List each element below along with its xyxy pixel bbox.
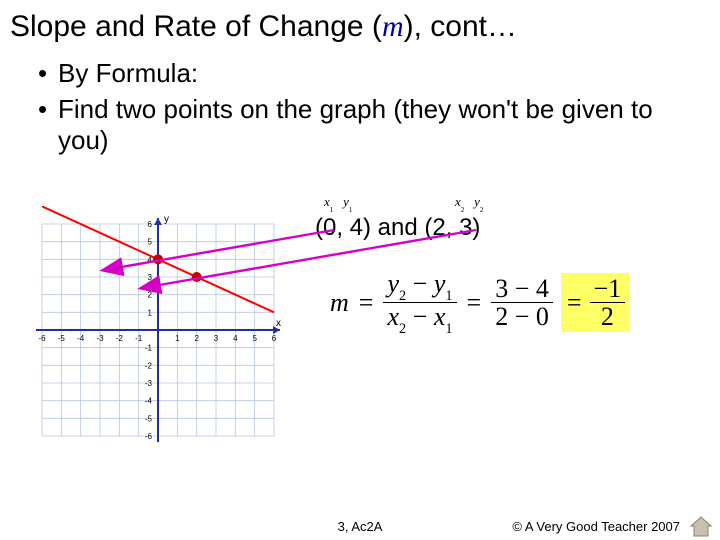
bullet-item: By Formula: [38,58,690,90]
svg-text:2: 2 [148,291,153,300]
svg-text:5: 5 [252,334,257,343]
svg-text:-6: -6 [38,334,46,343]
equals: = [565,288,584,318]
var-m: m [330,288,349,318]
svg-text:-6: -6 [145,432,153,441]
svg-text:6: 6 [148,220,153,229]
graph: -6-5-4-3-2-1123456-6-5-4-3-2-1123456yx [24,206,292,454]
bullet-item: Find two points on the graph (they won't… [38,94,690,157]
sub: 2 [399,321,406,337]
denominator: x2 − x1 [383,303,456,335]
sub: 2 [480,206,484,214]
minus: − [406,302,434,331]
point-2: (2, 3) [424,214,480,241]
svg-text:1: 1 [148,308,153,317]
xy-label-p1: x1 y1 [324,194,352,212]
numerator: −1 [590,275,626,303]
svg-text:y: y [164,214,169,225]
x-var: x [455,194,461,209]
svg-text:-2: -2 [145,361,153,370]
fraction-result: −1 2 [590,275,626,331]
svg-text:-4: -4 [145,397,153,406]
x1: x [434,302,446,331]
svg-text:-5: -5 [145,414,153,423]
svg-text:2: 2 [194,334,199,343]
page-title: Slope and Rate of Change (m), cont… [0,0,720,50]
minus: − [406,269,434,298]
denominator: 2 − 0 [491,303,553,330]
svg-text:-3: -3 [96,334,104,343]
result-highlight: = −1 2 [561,273,629,333]
sub: 1 [445,321,452,337]
svg-text:6: 6 [272,334,277,343]
svg-text:3: 3 [148,273,153,282]
numerator: 3 − 4 [491,275,553,303]
graph-svg: -6-5-4-3-2-1123456-6-5-4-3-2-1123456yx [24,206,292,454]
sub: 1 [349,206,353,214]
sub: 2 [461,206,465,214]
title-var-m: m [382,10,404,43]
denominator: 2 [597,303,618,330]
svg-text:5: 5 [148,238,153,247]
fraction-numeric: 3 − 4 2 − 0 [491,275,553,331]
svg-text:-3: -3 [145,379,153,388]
y2: y [387,269,399,298]
xy-label-p2: x2 y2 [455,194,483,212]
x-var: x [324,194,330,209]
equals: = [357,288,376,318]
svg-text:-4: -4 [77,334,85,343]
svg-text:x: x [276,318,281,329]
sub: 1 [330,206,334,214]
numerator: y2 − y1 [383,270,456,303]
footer-center: 3, Ac2A [338,519,383,534]
slope-formula: m = y2 − y1 x2 − x1 = 3 − 4 2 − 0 = −1 2 [330,270,629,335]
home-icon[interactable] [688,514,714,538]
points-conj: and [371,214,424,241]
title-post: ), cont… [404,10,517,43]
equals: = [465,288,484,318]
svg-text:-1: -1 [135,334,143,343]
title-pre: Slope and Rate of Change ( [10,10,382,43]
x2: x [387,302,399,331]
sub: 1 [445,288,452,304]
y1: y [434,269,446,298]
point-1: (0, 4) [315,214,371,241]
svg-text:-5: -5 [58,334,66,343]
svg-text:-2: -2 [116,334,124,343]
svg-text:3: 3 [214,334,219,343]
svg-text:4: 4 [233,334,238,343]
footer-copyright: © A Very Good Teacher 2007 [512,519,680,534]
sub: 2 [399,288,406,304]
svg-text:-1: -1 [145,344,153,353]
svg-text:1: 1 [175,334,180,343]
points-text: (0, 4) and (2, 3) [315,214,480,242]
fraction-symbolic: y2 − y1 x2 − x1 [383,270,456,335]
bullet-list: By Formula: Find two points on the graph… [0,50,720,157]
